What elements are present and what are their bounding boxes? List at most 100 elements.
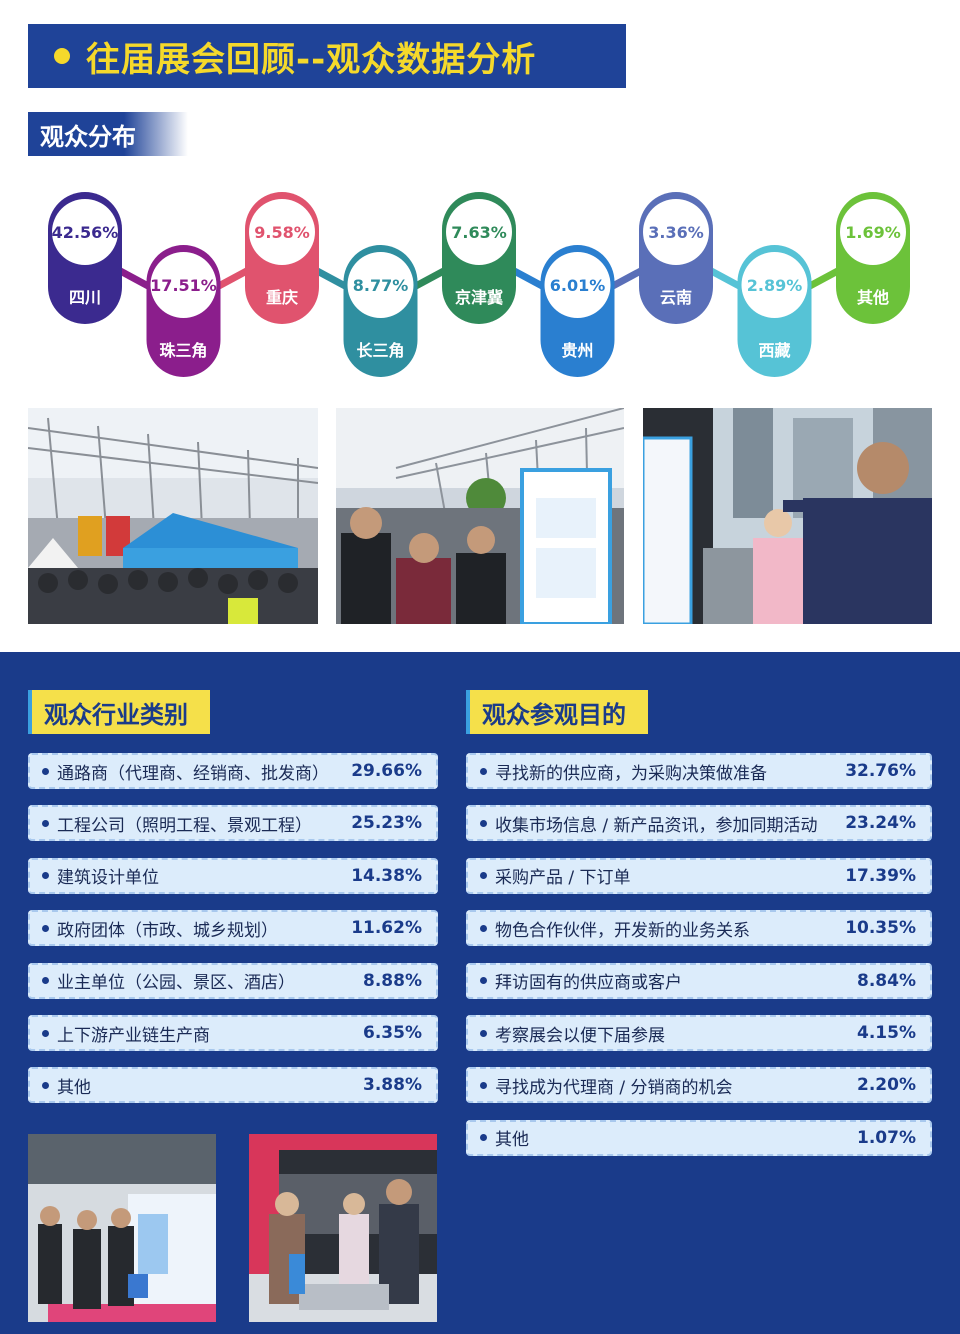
purpose-percentage: 23.24% [845, 813, 916, 834]
page-title: 往届展会回顾--观众数据分析 [86, 39, 537, 80]
industry-percentage: 29.66% [351, 761, 422, 781]
bullet-icon [42, 1081, 49, 1089]
region-name: 重庆 [266, 288, 298, 307]
industry-row: 政府团体（市政、城乡规划） 11.62% [28, 910, 438, 947]
industry-percentage: 25.23% [351, 813, 422, 834]
region-node: 6.01% 贵州 [540, 245, 615, 377]
purpose-percentage: 10.35% [845, 918, 916, 939]
purpose-row: 收集市场信息 / 新产品资讯，参加同期活动 23.24% [466, 805, 932, 842]
region-name: 珠三角 [159, 341, 207, 360]
region-percentage: 9.58% [254, 223, 310, 242]
industry-row: 通路商（代理商、经销商、批发商） 29.66% [28, 753, 438, 789]
purpose-row: 考察展会以便下届参展 4.15% [466, 1015, 932, 1051]
purpose-label: 寻找新的供应商，为采购决策做准备 [495, 763, 767, 784]
region-node: 8.77% 长三角 [343, 245, 418, 377]
purpose-label: 考察展会以便下届参展 [495, 1025, 665, 1046]
bullet-icon [480, 1134, 487, 1142]
distribution-heading-text: 观众分布 [40, 122, 136, 151]
purpose-label: 拜访固有的供应商或客户 [495, 973, 682, 994]
industry-row: 工程公司（照明工程、景观工程） 25.23% [28, 805, 438, 842]
distribution-heading: 观众分布 [28, 112, 188, 156]
title-bullet-icon [54, 48, 70, 64]
purpose-percentage: 1.07% [857, 1127, 916, 1148]
purpose-percentage: 32.76% [845, 761, 916, 781]
purpose-label: 其他 [495, 1130, 529, 1151]
industry-row: 其他 3.88% [28, 1067, 438, 1104]
region-node: 17.51% 珠三角 [146, 245, 221, 377]
industry-label: 通路商（代理商、经销商、批发商） [57, 763, 329, 784]
region-circle [150, 252, 217, 318]
region-percentage: 7.63% [451, 223, 507, 242]
region-name: 长三角 [356, 341, 404, 360]
purpose-label: 寻找成为代理商 / 分销商的机会 [495, 1077, 733, 1098]
purpose-row: 寻找新的供应商，为采购决策做准备 32.76% [466, 753, 932, 789]
region-node: 7.63% 京津冀 [442, 192, 516, 324]
region-percentage: 6.01% [550, 276, 606, 295]
region-name: 贵州 [561, 341, 593, 360]
region-circle [249, 199, 315, 265]
region-percentage: 2.89% [747, 276, 803, 295]
region-node: 42.56% 四川 [48, 192, 122, 324]
purpose-heading: 观众参观目的 [466, 690, 648, 734]
region-circle [52, 199, 118, 265]
page-title-bar: 往届展会回顾--观众数据分析 [28, 24, 626, 88]
audience-distribution-graphic: 42.56% 四川 17.51% 珠三角 9.58% 重庆 8.77% 长三角 7.63% 京津冀… [48, 192, 910, 377]
industry-label: 上下游产业链生产商 [57, 1025, 210, 1046]
purpose-row: 拜访固有的供应商或客户 8.84% [466, 962, 932, 999]
industry-percentage: 6.35% [363, 1023, 422, 1043]
region-name: 云南 [660, 288, 692, 307]
region-circle [840, 199, 906, 265]
bullet-icon [480, 924, 487, 932]
industry-heading: 观众行业类别 [28, 690, 210, 734]
photo-visitor-scanning [643, 408, 932, 624]
region-percentage: 3.36% [648, 223, 704, 242]
industry-heading-text: 观众行业类别 [44, 700, 188, 729]
purpose-label: 物色合作伙伴，开发新的业务关系 [495, 920, 750, 941]
industry-row: 上下游产业链生产商 6.35% [28, 1015, 438, 1051]
region-circle [446, 199, 512, 265]
industry-percentage: 3.88% [363, 1075, 422, 1096]
purpose-row: 物色合作伙伴，开发新的业务关系 10.35% [466, 910, 932, 947]
region-circle [544, 252, 611, 318]
purpose-label: 收集市场信息 / 新产品资讯，参加同期活动 [495, 815, 818, 836]
purpose-heading-text: 观众参观目的 [482, 700, 626, 729]
bullet-icon [480, 1029, 487, 1037]
purpose-percentage: 4.15% [857, 1023, 916, 1043]
industry-percentage: 14.38% [351, 865, 422, 886]
bullet-icon [42, 819, 49, 827]
bullet-icon [42, 872, 49, 880]
industry-label: 业主单位（公园、景区、酒店） [57, 973, 295, 994]
photo-registration-crowd [336, 408, 624, 624]
industry-label: 其他 [57, 1077, 91, 1098]
bullet-icon [42, 1029, 49, 1037]
region-node: 9.58% 重庆 [245, 192, 319, 324]
bullet-icon [42, 767, 49, 775]
industry-percentage: 8.88% [363, 970, 422, 991]
photo-product-display [249, 1134, 437, 1322]
industry-label: 建筑设计单位 [57, 868, 159, 889]
region-name: 四川 [69, 288, 101, 307]
industry-label: 工程公司（照明工程、景观工程） [57, 815, 312, 836]
region-circle [741, 252, 808, 318]
purpose-row: 采购产品 / 下订单 17.39% [466, 857, 932, 894]
region-circle [643, 199, 709, 265]
bullet-icon [480, 977, 487, 985]
bullet-icon [480, 872, 487, 880]
photo-venue-entrance [28, 408, 318, 624]
region-name: 西藏 [758, 341, 790, 360]
region-percentage: 1.69% [845, 223, 901, 242]
bullet-icon [42, 924, 49, 932]
region-name: 其他 [857, 288, 889, 307]
region-percentage: 8.77% [353, 276, 409, 295]
bullet-icon [480, 819, 487, 827]
region-percentage: 17.51% [150, 276, 217, 295]
industry-row: 建筑设计单位 14.38% [28, 857, 438, 894]
purpose-percentage: 8.84% [857, 970, 916, 991]
bullet-icon [480, 1081, 487, 1089]
industry-label: 政府团体（市政、城乡规划） [57, 920, 278, 941]
region-node: 3.36% 云南 [639, 192, 713, 324]
bullet-icon [480, 767, 487, 775]
industry-percentage: 11.62% [351, 918, 422, 939]
region-name: 京津冀 [455, 288, 503, 307]
purpose-row: 其他 1.07% [466, 1119, 932, 1156]
